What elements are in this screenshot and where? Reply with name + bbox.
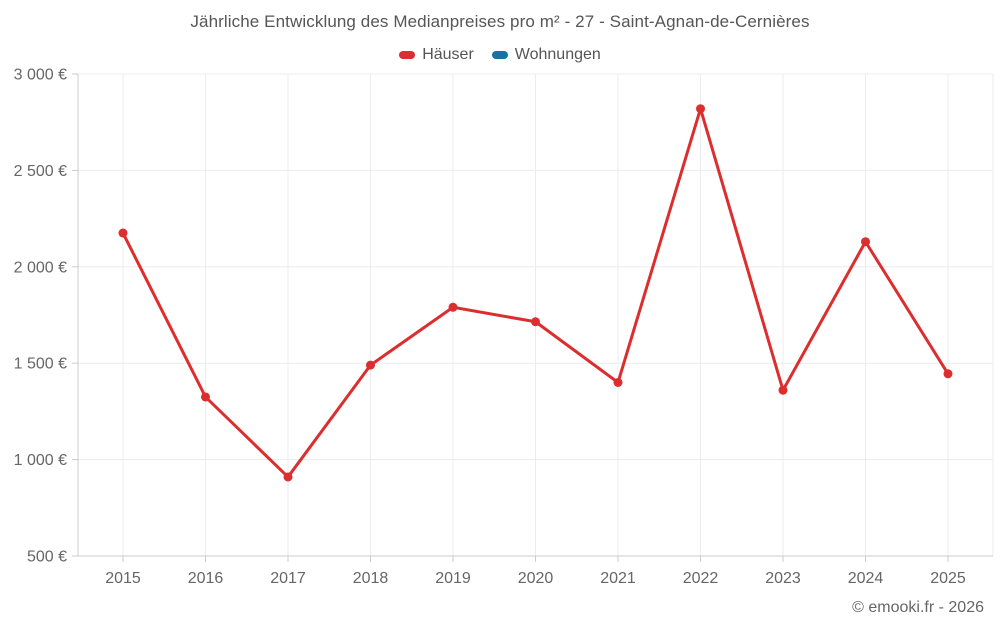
y-tick-label: 500 € xyxy=(27,549,67,566)
y-tick-label: 1 000 € xyxy=(14,452,67,469)
x-tick-label: 2015 xyxy=(105,570,141,587)
data-point-2025[interactable] xyxy=(943,369,953,379)
data-point-2021[interactable] xyxy=(613,377,623,387)
data-point-2019[interactable] xyxy=(448,302,458,312)
x-tick-label: 2018 xyxy=(353,570,389,587)
hauser-swatch-icon xyxy=(399,51,416,59)
data-point-2022[interactable] xyxy=(696,104,705,114)
data-point-2016[interactable] xyxy=(201,392,210,402)
legend: Häuser Wohnungen xyxy=(0,46,1000,64)
x-tick-label: 2021 xyxy=(600,570,636,587)
wohnungen-swatch-icon xyxy=(491,51,508,59)
y-tick-label: 3 000 € xyxy=(14,67,67,84)
data-point-2015[interactable] xyxy=(118,228,128,238)
data-point-2018[interactable] xyxy=(366,360,375,370)
x-tick-label: 2020 xyxy=(518,570,554,587)
x-tick-label: 2016 xyxy=(188,570,224,587)
data-point-2023[interactable] xyxy=(778,385,788,395)
legend-label-hauser: Häuser xyxy=(422,46,474,63)
y-tick-label: 2 500 € xyxy=(14,163,67,180)
legend-item-wohnungen[interactable]: Wohnungen xyxy=(491,46,601,64)
legend-item-hauser[interactable]: Häuser xyxy=(399,46,474,64)
x-tick-label: 2017 xyxy=(270,570,306,587)
x-tick-label: 2019 xyxy=(435,570,471,587)
legend-label-wohnungen: Wohnungen xyxy=(514,46,601,63)
y-tick-label: 1 500 € xyxy=(14,356,67,373)
x-tick-label: 2023 xyxy=(765,570,801,587)
data-point-2020[interactable] xyxy=(531,317,540,327)
x-tick-label: 2024 xyxy=(848,570,884,587)
x-tick-label: 2022 xyxy=(683,570,719,587)
data-point-2017[interactable] xyxy=(283,472,293,482)
y-tick-label: 2 000 € xyxy=(14,259,67,276)
chart-title: Jährliche Entwicklung des Medianpreises … xyxy=(190,12,810,31)
data-point-2024[interactable] xyxy=(861,237,870,247)
copyright-footer: © emooki.fr - 2026 xyxy=(852,599,984,616)
x-tick-label: 2025 xyxy=(930,570,966,587)
